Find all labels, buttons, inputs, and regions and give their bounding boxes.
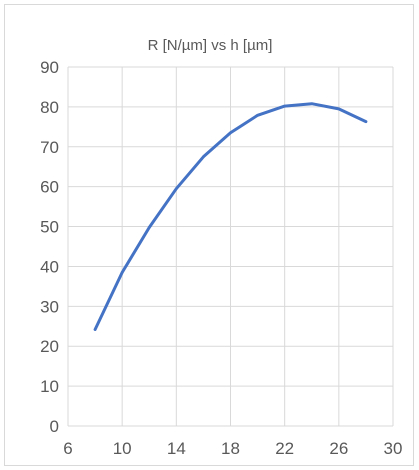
series-layer bbox=[93, 102, 368, 331]
x-tick-label: 18 bbox=[221, 439, 240, 458]
y-tick-label: 30 bbox=[40, 297, 59, 316]
y-tick-label: 40 bbox=[40, 257, 59, 276]
y-tick-label: 0 bbox=[50, 417, 59, 436]
x-axis-tick-labels: 6 10 14 18 22 26 30 bbox=[63, 439, 402, 458]
y-axis-tick-labels: 0 10 20 30 40 50 60 70 80 90 bbox=[40, 58, 59, 436]
y-tick-label: 60 bbox=[40, 178, 59, 197]
x-tick-label: 14 bbox=[167, 439, 186, 458]
x-tick-label: 22 bbox=[275, 439, 294, 458]
series-line bbox=[93, 102, 368, 331]
chart-title: R [N/µm] vs h [µm] bbox=[148, 37, 273, 54]
chart-area bbox=[4, 4, 414, 466]
y-tick-label: 20 bbox=[40, 337, 59, 356]
x-tick-label: 26 bbox=[329, 439, 348, 458]
y-tick-label: 10 bbox=[40, 377, 59, 396]
y-tick-label: 90 bbox=[40, 58, 59, 77]
x-tick-label: 30 bbox=[384, 439, 403, 458]
x-tick-label: 10 bbox=[113, 439, 132, 458]
y-tick-label: 50 bbox=[40, 218, 59, 237]
x-tick-label: 6 bbox=[63, 439, 72, 458]
y-tick-label: 80 bbox=[40, 98, 59, 117]
gridlines bbox=[67, 66, 394, 427]
y-tick-label: 70 bbox=[40, 138, 59, 157]
